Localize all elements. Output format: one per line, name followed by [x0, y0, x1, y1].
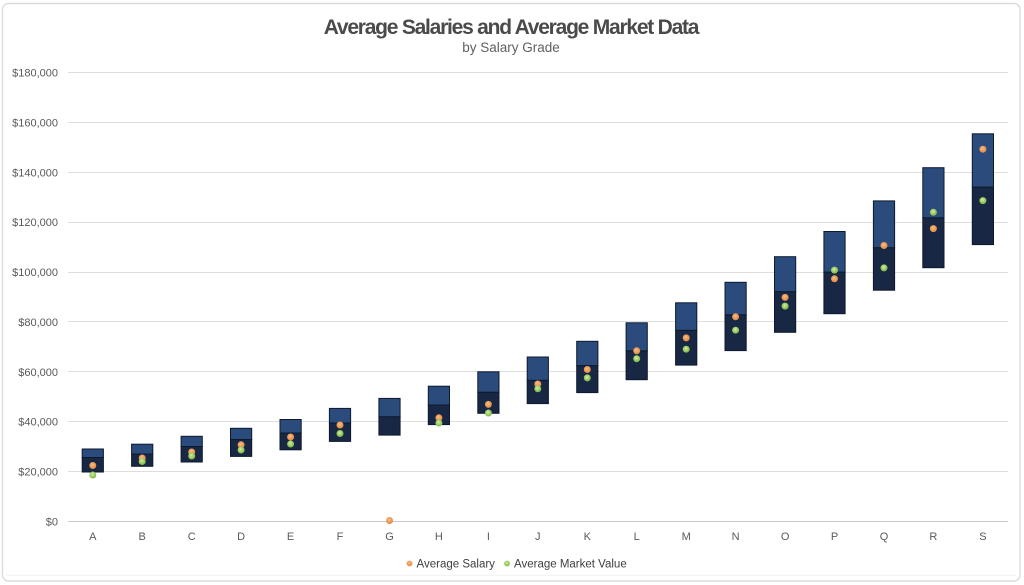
svg-text:$160,000: $160,000: [12, 117, 58, 129]
svg-text:P: P: [831, 531, 838, 543]
svg-text:H: H: [435, 531, 443, 543]
svg-text:$0: $0: [46, 516, 58, 528]
svg-text:R: R: [929, 531, 937, 543]
svg-text:J: J: [535, 531, 541, 543]
svg-text:S: S: [979, 531, 986, 543]
svg-text:L: L: [634, 531, 640, 543]
svg-text:Average Salaries and Average M: Average Salaries and Average Market Data: [324, 16, 700, 39]
svg-text:$180,000: $180,000: [12, 68, 58, 80]
svg-text:$140,000: $140,000: [12, 167, 58, 179]
svg-text:$40,000: $40,000: [18, 417, 58, 429]
svg-text:Average Market Value: Average Market Value: [514, 559, 627, 571]
svg-text:K: K: [584, 531, 592, 543]
svg-text:$20,000: $20,000: [18, 467, 58, 479]
svg-text:Q: Q: [880, 531, 889, 543]
svg-text:D: D: [237, 531, 245, 543]
svg-text:Average Salary: Average Salary: [417, 559, 496, 571]
svg-text:G: G: [385, 531, 394, 543]
svg-text:B: B: [139, 531, 146, 543]
svg-text:O: O: [781, 531, 790, 543]
svg-text:M: M: [682, 531, 691, 543]
svg-text:E: E: [287, 531, 294, 543]
svg-text:$120,000: $120,000: [12, 217, 58, 229]
svg-text:C: C: [188, 531, 196, 543]
svg-text:by Salary Grade: by Salary Grade: [462, 40, 560, 55]
svg-text:$100,000: $100,000: [12, 267, 58, 279]
svg-text:F: F: [337, 531, 344, 543]
svg-text:I: I: [487, 531, 490, 543]
svg-text:$60,000: $60,000: [18, 367, 58, 379]
svg-text:$80,000: $80,000: [18, 317, 58, 329]
svg-text:N: N: [732, 531, 740, 543]
svg-text:A: A: [89, 531, 97, 543]
